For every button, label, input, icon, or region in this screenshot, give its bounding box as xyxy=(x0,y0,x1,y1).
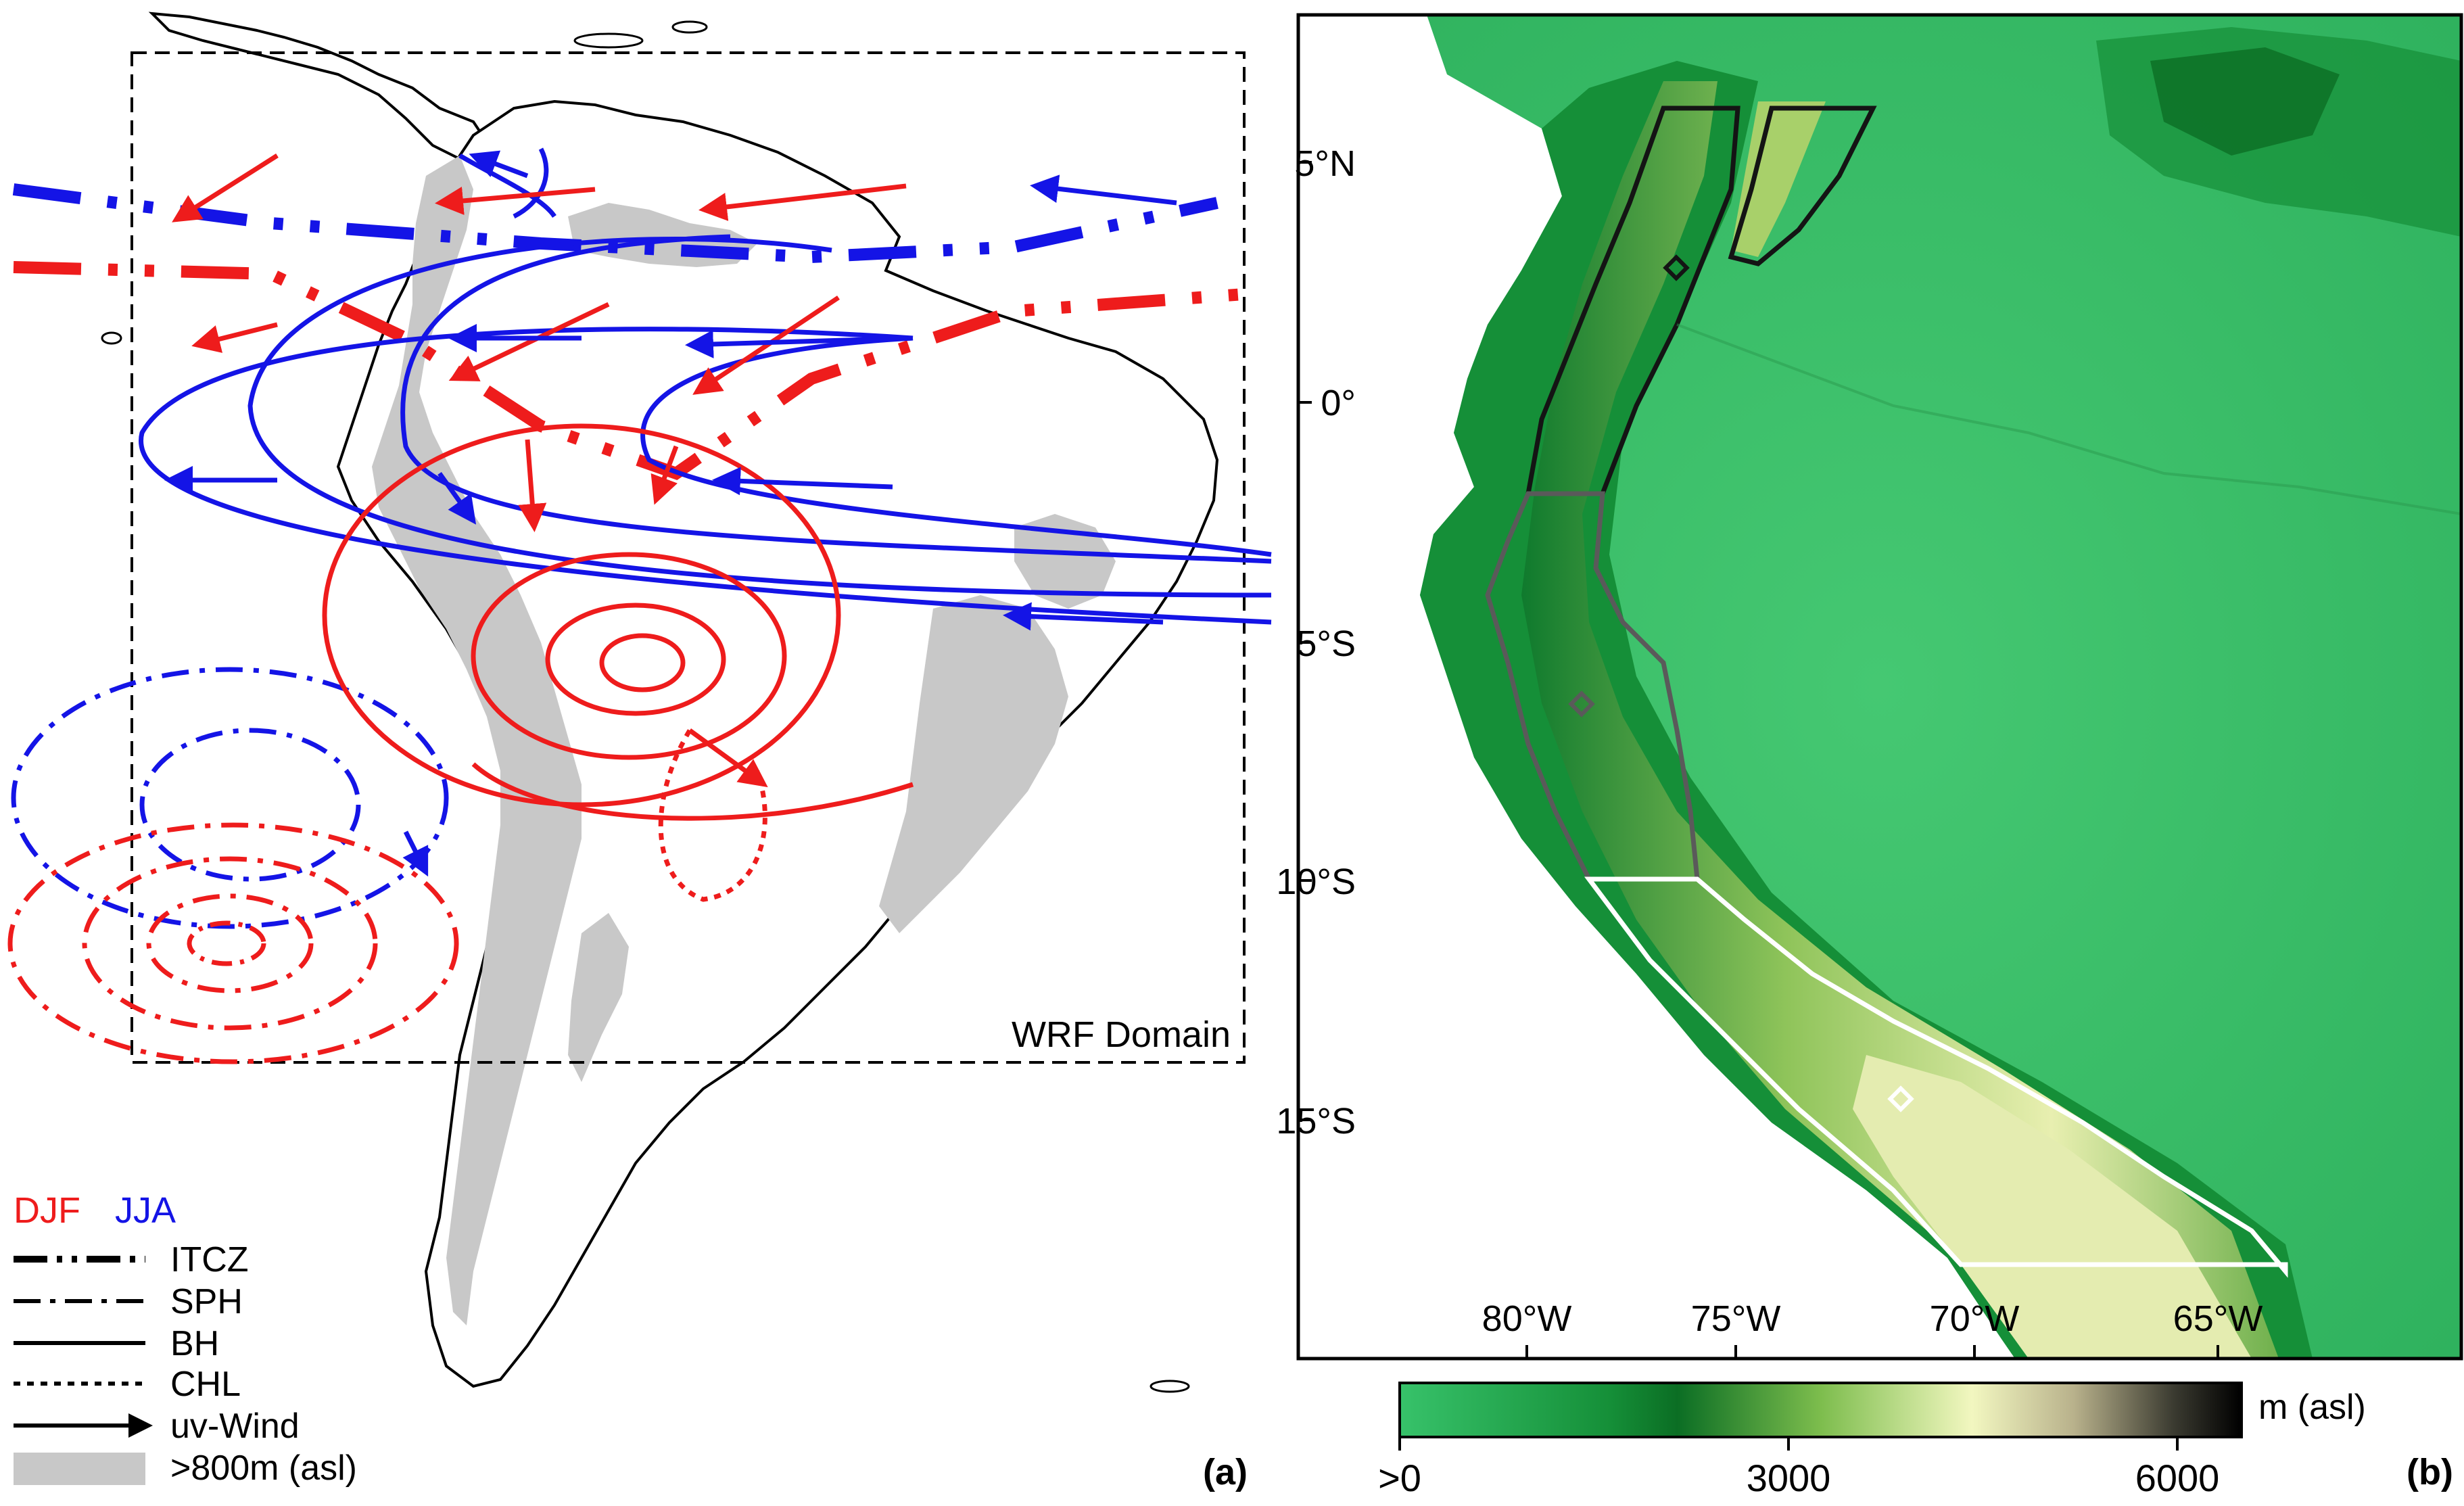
lat-label: 15°S xyxy=(1276,1101,1356,1142)
lat-label: 5°N xyxy=(1294,143,1356,184)
lon-label: 70°W xyxy=(1930,1298,2020,1339)
wind-arrow-djf xyxy=(698,183,907,221)
colorbar xyxy=(1398,1382,2243,1438)
bh-djf-ring xyxy=(471,552,787,760)
colorbar-tick-label: 3000 xyxy=(1747,1457,1831,1499)
elevation-map xyxy=(1298,15,2461,1359)
wrf-domain-box xyxy=(131,51,1246,1064)
legend-bh-label: BH xyxy=(170,1324,219,1363)
lon-label: 65°W xyxy=(2173,1298,2263,1339)
terrain-brazil-east xyxy=(1014,514,1116,609)
region-south-outline xyxy=(1584,876,2288,1278)
lon-label: 80°W xyxy=(1482,1298,1572,1339)
wind-arrow-jja xyxy=(437,471,477,525)
bh-jja-flow xyxy=(513,147,549,219)
itcz-djf-line xyxy=(13,261,1245,481)
sph-jja-outer xyxy=(11,667,449,929)
site-marker-south xyxy=(1887,1085,1914,1112)
legend-season-jja: JJA xyxy=(115,1190,176,1231)
legend: DJF JJA ITCZ SPH BH CHL uv-Wind >800m (a… xyxy=(14,1190,357,1488)
panel-b-label: (b) xyxy=(2407,1452,2453,1492)
terrain-patagonia xyxy=(568,913,629,1082)
panel-b-frame xyxy=(1296,13,2463,1361)
wind-arrow-djf xyxy=(650,445,679,505)
lat-label: 10°S xyxy=(1276,862,1356,902)
legend-wind-label: uv-Wind xyxy=(170,1407,300,1446)
terrain-andes xyxy=(372,156,582,1325)
bh-jja-flow xyxy=(247,237,1272,598)
wind-arrow-jja xyxy=(712,467,893,496)
panel-a: WRF Domain xyxy=(7,11,1272,1492)
wrf-domain-label: WRF Domain xyxy=(1012,1014,1231,1055)
chl-djf-loop xyxy=(658,729,767,902)
panel-a-label: (a) xyxy=(1203,1452,1248,1492)
legend-sph-label: SPH xyxy=(170,1282,243,1321)
wind-arrow-jja xyxy=(1030,174,1177,206)
lat-label: 5°S xyxy=(1296,623,1356,664)
sph-djf-mid xyxy=(82,856,378,1031)
bh-djf-ring xyxy=(322,423,841,807)
lon-label: 75°W xyxy=(1691,1298,1781,1339)
bh-djf-flow xyxy=(471,762,914,821)
wind-arrow-jja xyxy=(402,830,429,877)
river-amazon xyxy=(1676,323,2461,515)
wind-arrow-djf xyxy=(448,302,610,381)
itcz-jja-line xyxy=(12,183,1218,264)
site-marker-central xyxy=(1568,690,1595,717)
northern-highlands-core xyxy=(2150,47,2340,156)
south-america-coastline xyxy=(336,99,1219,1388)
bh-djf-ring xyxy=(545,603,726,716)
wind-arrow-djf xyxy=(518,439,547,532)
legend-itcz-label: ITCZ xyxy=(170,1240,249,1279)
panel-b: 5°N 0° 5°S 10°S 15°S 80°W 75°W 70°W 65°W… xyxy=(1276,13,2463,1499)
terrain-brazil-highlands xyxy=(879,595,1068,933)
legend-season-djf: DJF xyxy=(14,1190,80,1231)
wind-arrow-jja xyxy=(685,329,914,358)
altiplano xyxy=(1853,1055,2252,1359)
wind-arrow-jja xyxy=(469,150,529,179)
sph-djf-outer xyxy=(7,822,459,1064)
caribbean-island xyxy=(671,20,708,34)
bh-jja-flow xyxy=(400,234,1272,564)
central-america-coastline xyxy=(148,11,489,164)
legend-terrain-label: >800m (asl) xyxy=(170,1449,357,1488)
sph-jja-inner xyxy=(139,728,361,882)
pacific-ocean xyxy=(1298,15,2015,1359)
sph-djf-core xyxy=(187,920,266,966)
eastern-cordillera xyxy=(1731,101,1826,257)
galapagos-island xyxy=(101,331,122,345)
legend-terrain-swatch xyxy=(14,1453,145,1485)
andes-foothills xyxy=(1420,61,2313,1359)
lat-label: 0° xyxy=(1321,383,1356,423)
bh-jja-flow xyxy=(139,327,1272,625)
colorbar-tick-label: 6000 xyxy=(2135,1457,2220,1499)
wind-arrow-jja xyxy=(1003,602,1164,631)
wind-arrow-djf xyxy=(688,728,768,788)
colorbar-tick-label: >0 xyxy=(1378,1457,1421,1499)
wind-arrow-djf xyxy=(191,322,278,353)
colorbar-unit: m (asl) xyxy=(2258,1388,2366,1427)
wind-arrow-djf xyxy=(172,154,279,222)
caribbean-island xyxy=(573,32,644,49)
island xyxy=(1150,1380,1190,1393)
sph-djf-inner xyxy=(146,893,314,993)
wind-arrow-djf xyxy=(435,187,596,215)
legend-chl-label: CHL xyxy=(170,1365,241,1404)
bh-djf-ring xyxy=(599,633,686,692)
site-marker-north xyxy=(1663,254,1690,281)
